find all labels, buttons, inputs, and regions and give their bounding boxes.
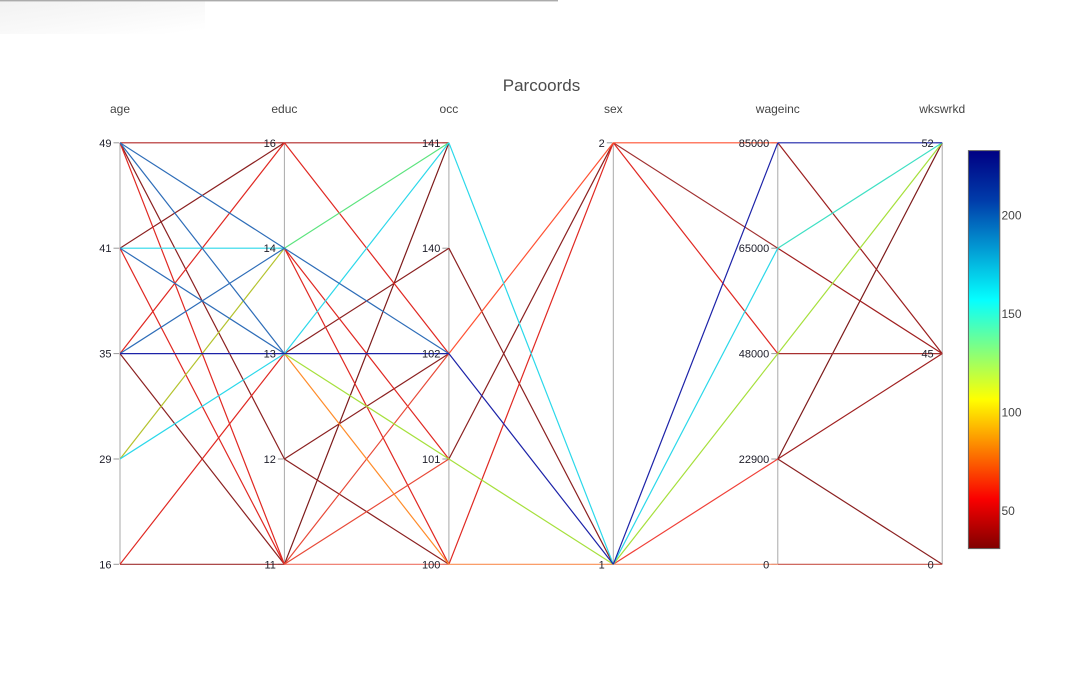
svg-text:52: 52 — [921, 138, 933, 150]
svg-text:85000: 85000 — [739, 138, 770, 150]
svg-text:50: 50 — [1002, 504, 1016, 518]
svg-text:sex: sex — [604, 102, 623, 116]
svg-text:22900: 22900 — [739, 454, 770, 466]
svg-text:wkswrkd: wkswrkd — [918, 102, 965, 116]
svg-text:100: 100 — [422, 559, 440, 571]
svg-text:0: 0 — [928, 559, 934, 571]
svg-text:16: 16 — [99, 559, 111, 571]
svg-text:16: 16 — [264, 138, 276, 150]
svg-text:2: 2 — [599, 138, 605, 150]
svg-text:1: 1 — [599, 559, 605, 571]
svg-text:200: 200 — [1002, 209, 1022, 223]
svg-text:11: 11 — [264, 559, 275, 571]
svg-text:45: 45 — [921, 349, 933, 361]
svg-text:150: 150 — [1002, 307, 1022, 321]
svg-text:48000: 48000 — [739, 349, 770, 361]
svg-text:14: 14 — [264, 243, 276, 255]
svg-text:Parcoords: Parcoords — [503, 76, 580, 95]
svg-text:101: 101 — [422, 454, 440, 466]
svg-text:35: 35 — [99, 349, 111, 361]
svg-text:41: 41 — [99, 243, 111, 255]
svg-text:0: 0 — [763, 559, 769, 571]
svg-text:29: 29 — [99, 454, 111, 466]
svg-text:140: 140 — [422, 243, 440, 255]
svg-text:wageinc: wageinc — [755, 102, 800, 116]
svg-text:educ: educ — [271, 102, 297, 116]
svg-text:13: 13 — [264, 349, 276, 361]
svg-text:occ: occ — [440, 102, 459, 116]
svg-text:100: 100 — [1002, 406, 1022, 420]
svg-text:49: 49 — [99, 138, 111, 150]
svg-text:102: 102 — [422, 349, 440, 361]
svg-text:12: 12 — [264, 454, 276, 466]
svg-text:141: 141 — [422, 138, 440, 150]
svg-text:age: age — [110, 102, 130, 116]
svg-text:65000: 65000 — [739, 243, 770, 255]
